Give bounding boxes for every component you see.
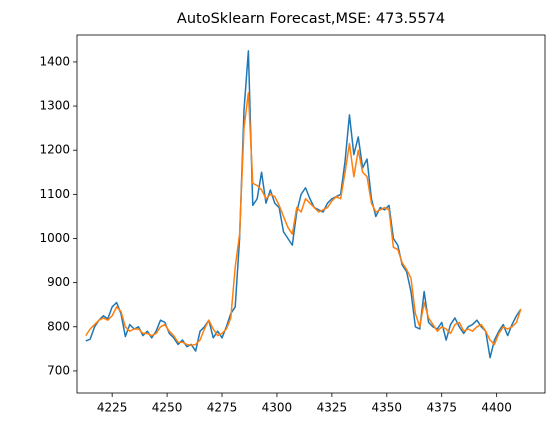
x-tick-label: 4275	[207, 401, 238, 415]
x-tick-label: 4325	[317, 401, 348, 415]
y-tick-label: 1200	[39, 143, 70, 157]
x-tick-label: 4400	[481, 401, 512, 415]
y-tick-label: 900	[47, 275, 70, 289]
plot-frame	[76, 34, 546, 394]
y-tick-label: 700	[47, 363, 70, 377]
chart-title: AutoSklearn Forecast,MSE: 473.5574	[177, 11, 445, 27]
x-tick-label: 4250	[152, 401, 183, 415]
x-tick-label: 4300	[262, 401, 293, 415]
x-tick-label: 4225	[97, 401, 128, 415]
y-tick-label: 1300	[39, 99, 70, 113]
y-tick-label: 1000	[39, 231, 70, 245]
y-tick-label: 1400	[39, 54, 70, 68]
line-series	[85, 92, 522, 347]
x-tick-label: 4375	[426, 401, 457, 415]
y-tick-label: 800	[47, 319, 70, 333]
line-series	[85, 50, 522, 359]
x-tick-label: 4350	[372, 401, 403, 415]
y-tick-label: 1100	[39, 187, 70, 201]
